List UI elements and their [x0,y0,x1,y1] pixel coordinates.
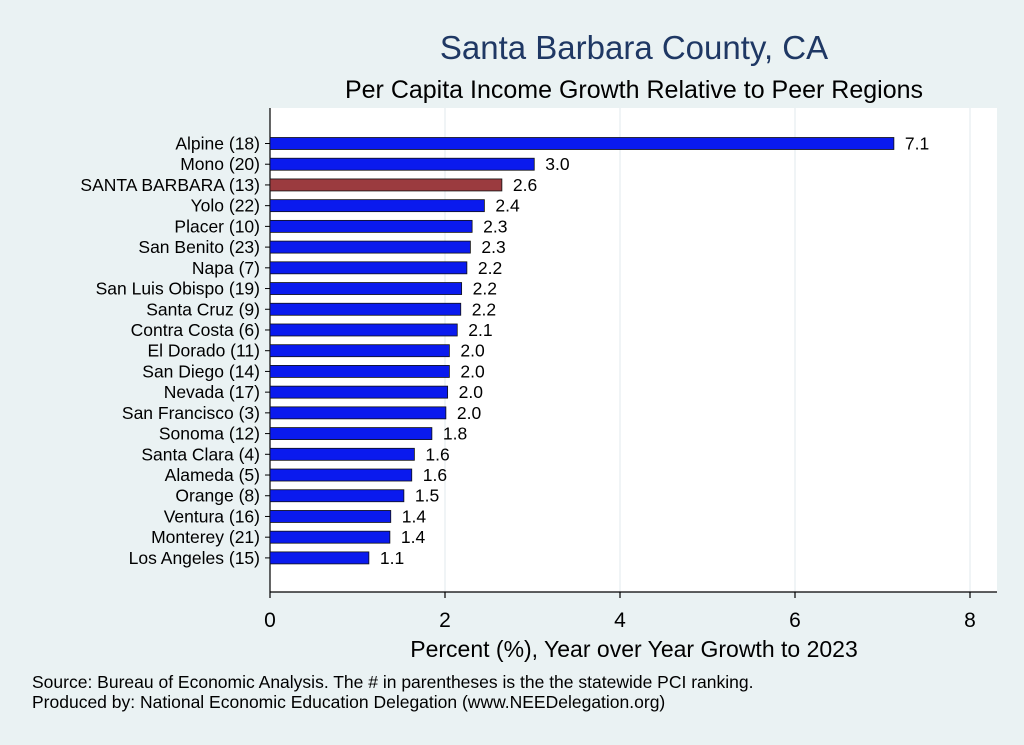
category-label: Sonoma (12) [159,424,260,444]
x-tick-label: 0 [264,609,276,632]
value-label: 2.2 [472,299,496,319]
category-label: Alameda (5) [165,465,260,485]
bar [269,468,413,482]
value-label: 2.0 [460,361,485,381]
value-label: 7.1 [905,134,929,154]
category-label: Mono (20) [180,154,260,174]
category-label: Orange (8) [175,486,260,506]
x-tick-label: 8 [964,609,976,632]
bar [269,530,391,544]
value-label: 2.2 [473,279,497,299]
category-label: Alpine (18) [175,134,260,154]
bar [269,447,415,461]
bar [269,219,473,233]
bar [269,302,462,316]
category-label: SANTA BARBARA (13) [80,175,260,195]
category-label: San Luis Obispo (19) [96,279,260,299]
bar [269,261,468,275]
bar [269,385,449,399]
category-label: San Francisco (3) [122,403,260,423]
value-label: 2.0 [457,403,482,423]
value-label: 2.0 [459,382,484,402]
bar [269,178,503,192]
category-label: San Benito (23) [138,237,260,257]
category-label: El Dorado (11) [147,341,260,361]
value-label: 1.4 [402,506,427,526]
value-label: 2.3 [481,237,505,257]
value-label: 2.1 [468,320,492,340]
bar [269,199,485,213]
produced-by-note: Produced by: National Economic Education… [32,692,666,712]
x-ticks: 0 2 4 6 8 [264,592,976,632]
value-label: 1.5 [415,486,439,506]
category-label: Santa Clara (4) [141,444,260,464]
category-label: Contra Costa (6) [131,320,260,340]
bar [269,240,471,254]
category-label: San Diego (14) [142,361,260,381]
x-tick-label: 4 [614,609,626,632]
category-label: Monterey (21) [151,527,260,547]
bar [269,489,405,503]
bar [269,323,458,337]
bar [269,406,447,420]
value-label: 2.4 [495,196,520,216]
bar [269,510,392,523]
x-tick-label: 6 [789,609,801,632]
value-label: 1.6 [423,465,447,485]
bar [269,427,433,440]
category-label: Napa (7) [192,258,260,278]
category-label: Yolo (22) [191,196,260,216]
bar [269,137,895,150]
bar [269,157,535,171]
bars: Alpine (18) 7.1 Mono (20) 3.0 SANTA BARBARA … [80,134,929,568]
bar [269,365,450,378]
source-note: Source: Bureau of Economic Analysis. The… [32,672,754,692]
x-axis-label: Percent (%), Year over Year Growth to 20… [410,636,858,662]
value-label: 3.0 [545,154,570,174]
value-label: 1.1 [380,548,404,568]
value-label: 1.8 [443,424,467,444]
value-label: 1.4 [401,527,426,547]
value-label: 1.6 [425,444,449,464]
category-label: Ventura (16) [164,506,260,526]
bar [269,282,463,295]
bar [269,344,450,358]
value-label: 2.3 [483,216,507,236]
bar [269,551,370,565]
chart-title: Santa Barbara County, CA [440,29,828,66]
chart-subtitle: Per Capita Income Growth Relative to Pee… [345,76,923,104]
value-label: 2.6 [513,175,537,195]
category-label: Placer (10) [174,216,260,236]
value-label: 2.0 [460,341,485,361]
category-label: Nevada (17) [164,382,260,402]
value-label: 2.2 [478,258,502,278]
category-label: Los Angeles (15) [129,548,260,568]
x-tick-label: 2 [439,609,451,632]
category-label: Santa Cruz (9) [146,299,260,319]
